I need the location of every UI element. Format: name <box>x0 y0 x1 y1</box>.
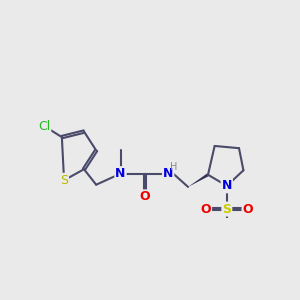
Text: S: S <box>60 174 68 187</box>
Text: O: O <box>242 202 253 216</box>
Text: N: N <box>222 179 232 192</box>
Text: O: O <box>200 202 211 216</box>
Text: H: H <box>169 162 177 172</box>
Text: N: N <box>115 167 126 180</box>
Text: S: S <box>222 202 231 216</box>
Text: N: N <box>163 167 173 180</box>
Text: Cl: Cl <box>38 119 50 133</box>
Polygon shape <box>188 173 209 187</box>
Text: O: O <box>140 190 150 203</box>
